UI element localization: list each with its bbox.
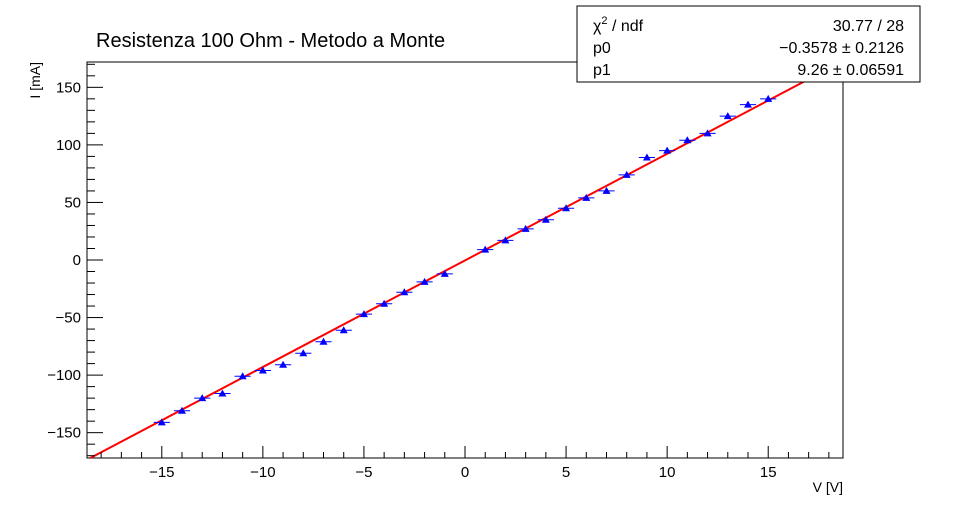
data-point xyxy=(295,349,312,357)
data-point xyxy=(557,204,575,212)
triangle-marker xyxy=(440,269,449,277)
stats-row-label: p1 xyxy=(593,62,611,79)
data-point xyxy=(618,170,635,178)
data-point xyxy=(679,136,696,144)
data-points-layer xyxy=(153,94,777,426)
triangle-marker xyxy=(420,277,429,285)
x-tick-label: 10 xyxy=(659,464,676,481)
triangle-marker xyxy=(521,224,530,232)
triangle-marker xyxy=(683,136,692,144)
data-point xyxy=(214,389,231,397)
triangle-marker xyxy=(562,204,571,212)
chart-title: Resistenza 100 Ohm - Metodo a Monte xyxy=(96,30,445,52)
x-tick-label: 15 xyxy=(760,464,777,481)
data-point xyxy=(315,337,332,345)
triangle-marker xyxy=(501,236,510,244)
data-point xyxy=(598,186,615,194)
x-tick-label: 0 xyxy=(461,464,469,481)
y-tick-label: 50 xyxy=(64,194,81,211)
stats-row-value: −0.3578 ± 0.2126 xyxy=(779,40,904,57)
x-axis-title: V [V] xyxy=(813,479,843,495)
data-point xyxy=(659,146,676,154)
data-point xyxy=(194,394,211,402)
fit-layer xyxy=(89,61,842,459)
data-point xyxy=(517,224,534,232)
data-point xyxy=(497,236,514,244)
triangle-marker xyxy=(723,112,732,120)
triangle-marker xyxy=(582,193,591,201)
stats-box-frame xyxy=(576,5,921,83)
y-tick-label: 150 xyxy=(56,79,81,96)
stats-row-label: p0 xyxy=(593,40,611,57)
triangle-marker xyxy=(279,360,288,368)
fit-line xyxy=(89,61,842,459)
triangle-marker xyxy=(541,215,550,223)
data-point xyxy=(416,277,433,285)
triangle-marker xyxy=(198,394,207,402)
triangle-marker xyxy=(764,94,773,102)
data-point xyxy=(254,366,271,374)
triangle-marker xyxy=(743,100,752,108)
data-point xyxy=(376,299,393,307)
triangle-marker xyxy=(663,146,672,154)
triangle-marker xyxy=(359,310,368,318)
data-point xyxy=(173,406,191,414)
data-point xyxy=(335,326,352,334)
data-point xyxy=(699,129,716,137)
stats-row-value: 30.77 / 28 xyxy=(833,18,904,35)
stats-rows: χ2 / ndf 30.77 / 28 p0 −0.3578 ± 0.2126 p1 9.… xyxy=(593,15,904,79)
data-point xyxy=(537,215,554,223)
triangle-marker xyxy=(157,418,166,426)
data-point xyxy=(760,94,777,102)
data-point xyxy=(578,193,595,201)
y-tick-label: −100 xyxy=(47,367,81,384)
triangle-marker xyxy=(258,366,267,374)
stats-row-label: χ2 / ndf xyxy=(593,15,644,35)
triangle-marker xyxy=(238,372,247,380)
data-point xyxy=(477,245,494,253)
data-point xyxy=(355,310,373,318)
triangle-marker xyxy=(218,389,227,397)
triangle-marker xyxy=(339,326,348,334)
data-point xyxy=(719,112,736,120)
triangle-marker xyxy=(703,129,712,137)
x-tick-label: −10 xyxy=(250,464,275,481)
triangle-marker xyxy=(178,406,187,414)
x-tick-label: −5 xyxy=(355,464,372,481)
x-tick-label: −15 xyxy=(149,464,174,481)
triangle-marker xyxy=(299,349,308,357)
y-tick-label: −150 xyxy=(47,425,81,442)
data-point xyxy=(436,269,453,277)
data-point xyxy=(234,372,251,380)
triangle-marker xyxy=(319,337,328,345)
triangle-marker xyxy=(602,186,611,194)
data-point xyxy=(153,418,170,426)
data-point xyxy=(396,288,413,296)
y-tick-label: 0 xyxy=(73,252,81,269)
fit-stats-box: χ2 / ndf 30.77 / 28 p0 −0.3578 ± 0.2126 p1 9.… xyxy=(576,5,921,83)
triangle-marker xyxy=(380,299,389,307)
y-tick-label: −50 xyxy=(56,310,81,327)
data-point xyxy=(274,360,292,368)
stats-row-value: 9.26 ± 0.06591 xyxy=(797,62,904,79)
y-tick-label: 100 xyxy=(56,137,81,154)
triangle-marker xyxy=(481,245,490,253)
triangle-marker xyxy=(622,170,631,178)
y-axis-title: I [mA] xyxy=(27,62,43,99)
triangle-marker xyxy=(400,288,409,296)
triangle-marker xyxy=(642,153,651,161)
data-point xyxy=(638,153,656,161)
x-tick-label: 5 xyxy=(562,464,570,481)
data-point xyxy=(739,100,757,108)
